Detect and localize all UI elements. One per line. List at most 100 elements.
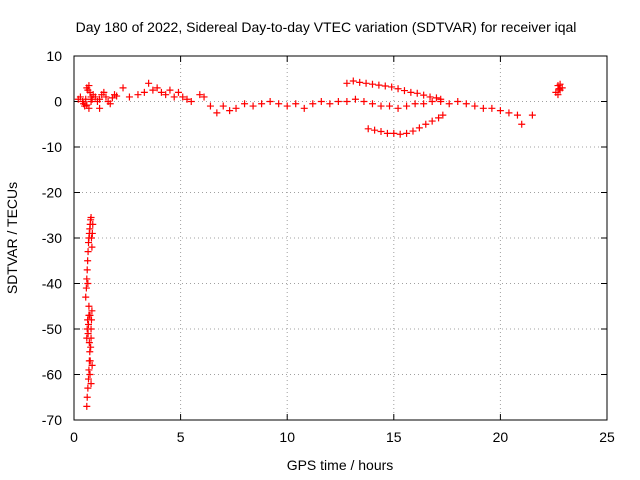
data-point	[360, 98, 368, 105]
data-point	[106, 100, 114, 108]
data-point	[439, 111, 447, 119]
data-point	[555, 85, 563, 93]
data-point	[249, 102, 257, 110]
data-point	[383, 129, 391, 137]
data-point	[396, 130, 404, 138]
data-point	[513, 111, 521, 119]
data-point	[85, 366, 93, 374]
data-point	[153, 84, 161, 92]
data-point	[394, 85, 402, 93]
data-point	[83, 275, 91, 283]
data-point	[84, 320, 92, 328]
data-point	[84, 280, 92, 287]
data-point	[343, 98, 351, 105]
data-point	[119, 84, 127, 92]
data-point	[437, 95, 445, 103]
x-tick-label: 15	[386, 429, 402, 445]
data-point	[283, 102, 291, 110]
data-point	[86, 348, 94, 356]
data-point	[368, 80, 376, 88]
data-point	[445, 100, 453, 108]
data-point	[428, 117, 436, 125]
data-point	[388, 83, 396, 91]
data-point	[196, 91, 204, 99]
data-point	[85, 302, 93, 310]
data-point	[82, 293, 90, 301]
data-point	[409, 127, 417, 135]
series	[74, 82, 121, 112]
data-point	[528, 111, 536, 119]
data-point	[241, 100, 249, 108]
data-point	[85, 82, 93, 90]
data-point	[134, 91, 142, 99]
data-point	[83, 402, 91, 410]
series	[119, 79, 536, 128]
data-point	[351, 95, 359, 103]
data-point	[82, 95, 90, 103]
data-point	[84, 248, 92, 256]
data-point	[454, 98, 462, 105]
data-point	[334, 98, 342, 105]
data-point	[206, 102, 214, 110]
data-point	[85, 357, 93, 365]
data-point	[375, 81, 383, 89]
data-point	[83, 266, 91, 274]
x-tick-label: 20	[493, 429, 509, 445]
data-point	[145, 79, 153, 87]
data-point	[87, 343, 95, 351]
data-point	[83, 393, 91, 401]
data-point	[403, 102, 411, 110]
data-point	[364, 125, 372, 133]
data-point	[496, 107, 504, 115]
data-point	[87, 98, 95, 105]
data-point	[428, 98, 436, 105]
y-axis-label: SDTVAR / TECUs	[4, 182, 20, 294]
data-point	[102, 93, 110, 101]
data-point	[88, 361, 96, 369]
data-point	[84, 257, 92, 265]
data-point	[381, 82, 389, 90]
data-point	[213, 109, 221, 117]
data-point	[84, 330, 92, 338]
data-point	[87, 316, 95, 324]
data-point	[432, 94, 440, 102]
data-point	[343, 79, 351, 87]
data-point	[394, 104, 402, 112]
data-point	[76, 93, 84, 101]
data-point	[96, 95, 104, 103]
data-point	[84, 384, 92, 392]
data-point	[309, 100, 317, 108]
y-tick-label: -40	[42, 276, 62, 292]
data-point	[390, 129, 398, 137]
data-point	[479, 104, 487, 112]
data-point	[407, 88, 415, 96]
y-tick-label: -30	[42, 230, 62, 246]
data-point	[386, 102, 394, 110]
data-point	[149, 86, 157, 94]
data-point	[292, 100, 300, 108]
y-tick-label: -20	[42, 185, 62, 201]
data-point	[368, 100, 376, 108]
data-point	[219, 102, 227, 110]
data-point	[183, 95, 191, 103]
x-tick-label: 5	[177, 429, 185, 445]
data-point	[420, 100, 428, 108]
data-point	[275, 100, 283, 108]
data-point	[362, 79, 370, 87]
y-tick-label: -10	[42, 139, 62, 155]
data-point	[488, 104, 496, 112]
data-point	[403, 129, 411, 137]
series	[364, 111, 447, 138]
data-point	[462, 100, 470, 108]
data-point	[349, 77, 357, 85]
data-point	[422, 120, 430, 128]
grid	[74, 56, 607, 420]
data-point	[157, 88, 165, 96]
data-point	[166, 86, 174, 94]
data-point	[200, 93, 208, 101]
data-point	[174, 88, 182, 96]
data-points	[74, 77, 566, 410]
y-tick-label: -50	[42, 321, 62, 337]
y-tick-label: 10	[46, 48, 62, 64]
